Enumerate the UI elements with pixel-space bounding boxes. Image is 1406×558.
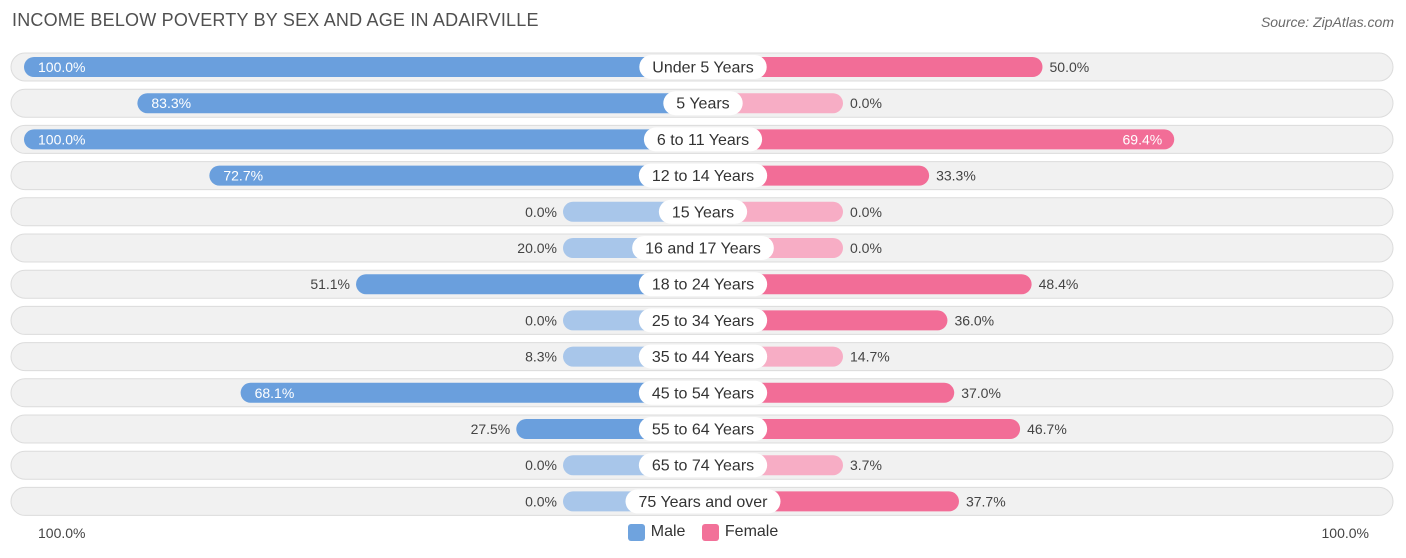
female-value-label: 37.0% <box>961 385 1001 401</box>
category-pill <box>632 236 774 260</box>
category-pill <box>638 272 768 297</box>
female-value-label: 0.0% <box>850 95 882 111</box>
category-label: 35 to 44 Years <box>652 349 754 366</box>
category-pill <box>663 91 743 116</box>
category-label: 65 to 74 Years <box>652 458 754 475</box>
category-pill <box>658 199 748 224</box>
legend-swatch-male <box>627 523 645 541</box>
male-value-label: 8.3% <box>525 349 557 365</box>
female-value-label: 33.3% <box>936 168 976 184</box>
male-bar <box>240 382 703 403</box>
category-label: 12 to 14 Years <box>652 168 754 185</box>
female-value-label: 37.7% <box>966 493 1006 509</box>
male-bar <box>137 93 703 114</box>
female-value-label: 0.0% <box>850 240 882 256</box>
category-label: Under 5 Years <box>652 60 753 77</box>
category-pill <box>639 55 767 79</box>
category-pill <box>638 417 768 441</box>
female-value-label: 0.0% <box>850 204 882 220</box>
category-label: 45 to 54 Years <box>652 385 754 402</box>
male-value-label: 20.0% <box>517 240 557 256</box>
category-label: 16 and 17 Years <box>645 241 761 258</box>
category-pill <box>638 453 768 478</box>
legend-label-female: Female <box>724 523 779 540</box>
category-pill <box>638 163 768 188</box>
legend-label-male: Male <box>650 523 686 540</box>
category-pill <box>638 380 768 405</box>
male-value-label: 0.0% <box>525 312 557 328</box>
male-value-label: 0.0% <box>525 493 557 509</box>
male-value-label: 51.1% <box>310 276 350 292</box>
legend-item-female: Female <box>701 523 779 541</box>
male-value-label: 100.0% <box>38 59 85 75</box>
female-value-label: 3.7% <box>850 457 882 473</box>
male-bar <box>209 165 703 186</box>
legend-swatch-female <box>701 523 719 541</box>
legend-item-male: Male <box>627 523 686 541</box>
female-bar <box>703 274 1032 295</box>
category-label: 6 to 11 Years <box>657 132 749 149</box>
category-pill <box>638 344 768 369</box>
legend: Male Female <box>0 523 1406 546</box>
female-value-label: 50.0% <box>1050 59 1090 75</box>
category-pill <box>643 127 763 152</box>
diverging-bar-chart: Under 5 Years 100.0% 50.0% 5 Years 83.3% 0.0%… <box>10 52 1394 516</box>
female-value-label: 46.7% <box>1027 421 1067 437</box>
category-label: 18 to 24 Years <box>652 277 754 294</box>
female-bar <box>703 419 1021 439</box>
chart-title: INCOME BELOW POVERTY BY SEX AND AGE IN A… <box>12 10 539 30</box>
female-bar <box>703 57 1043 77</box>
male-value-label: 72.7% <box>223 168 263 184</box>
category-label: 25 to 34 Years <box>652 313 754 330</box>
category-label: 55 to 64 Years <box>652 422 754 439</box>
male-bar <box>356 274 703 295</box>
female-bar <box>703 129 1175 150</box>
male-value-label: 68.1% <box>255 385 295 401</box>
male-bar <box>24 57 703 77</box>
female-value-label: 69.4% <box>1123 131 1163 147</box>
source-note: Source: ZipAtlas.com <box>1260 14 1394 30</box>
category-label: 75 Years and over <box>639 494 769 511</box>
male-value-label: 27.5% <box>471 421 511 437</box>
axis-right-label: 100.0% <box>1321 525 1369 541</box>
category-label: 5 Years <box>676 96 729 113</box>
category-pill <box>638 308 768 333</box>
male-value-label: 0.0% <box>525 204 557 220</box>
female-value-label: 14.7% <box>850 349 890 365</box>
category-pill <box>625 489 781 514</box>
male-value-label: 100.0% <box>38 131 85 147</box>
female-value-label: 36.0% <box>954 312 994 328</box>
axis-left-label: 100.0% <box>38 525 86 541</box>
male-bar <box>24 129 703 150</box>
male-value-label: 0.0% <box>525 457 557 473</box>
male-value-label: 83.3% <box>151 95 191 111</box>
female-value-label: 48.4% <box>1039 276 1079 292</box>
category-label: 15 Years <box>672 204 734 221</box>
